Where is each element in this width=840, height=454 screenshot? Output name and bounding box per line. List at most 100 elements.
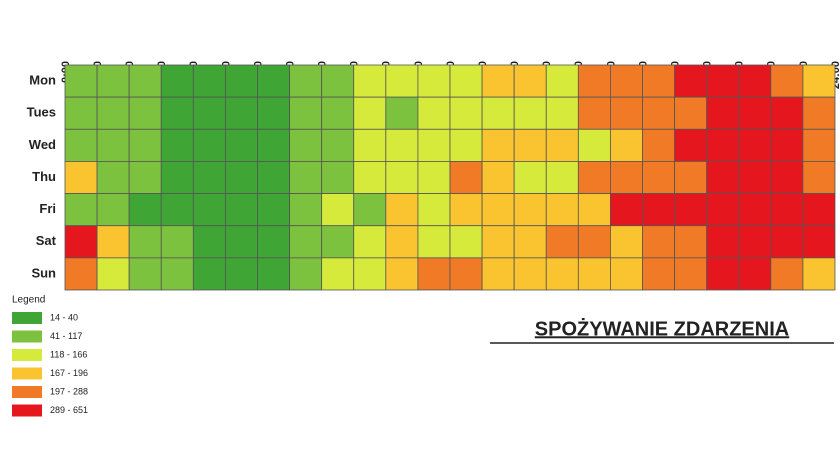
- y-tick-label: Sat: [36, 233, 57, 248]
- heat-cell: [417, 64, 451, 98]
- heat-cell: [738, 193, 772, 227]
- heat-cell: [577, 64, 611, 98]
- heat-cell: [770, 96, 804, 130]
- heat-cell: [128, 161, 162, 194]
- heat-cell: [674, 225, 708, 259]
- heat-cell: [225, 128, 258, 162]
- heat-cell: [192, 64, 226, 98]
- heat-cell: [64, 161, 98, 194]
- legend-label: 167 - 196: [50, 368, 88, 378]
- heat-cell: [802, 128, 836, 162]
- heat-cell: [770, 161, 804, 194]
- heat-cell: [289, 193, 323, 227]
- heat-cell: [225, 96, 258, 130]
- heat-cell: [674, 161, 708, 194]
- heat-cell: [642, 96, 675, 130]
- heat-cell: [513, 193, 547, 227]
- heat-cell: [385, 96, 419, 130]
- heat-cell: [577, 193, 611, 227]
- heat-cell: [513, 257, 547, 291]
- heat-cell: [353, 96, 387, 130]
- heat-cell: [192, 128, 226, 162]
- y-tick-label: Wed: [29, 137, 56, 152]
- heat-cell: [192, 193, 226, 227]
- legend-label: 14 - 40: [50, 312, 78, 322]
- heat-cell: [674, 257, 708, 291]
- heat-cell: [192, 225, 226, 259]
- heat-cell: [738, 225, 772, 259]
- heat-cell: [289, 96, 323, 130]
- y-tick-label: Tues: [27, 105, 56, 120]
- heat-cell: [545, 257, 579, 291]
- heat-cell: [96, 225, 130, 259]
- heat-cell: [353, 64, 387, 98]
- heat-cell: [481, 128, 515, 162]
- heat-cell: [128, 193, 162, 227]
- heat-cell: [802, 64, 836, 98]
- heat-cell: [545, 128, 579, 162]
- heat-cell: [738, 64, 772, 98]
- heat-cell: [706, 128, 740, 162]
- heat-cell: [802, 225, 836, 259]
- heat-cell: [577, 257, 611, 291]
- heat-cell: [481, 257, 515, 291]
- heat-cell: [225, 225, 258, 259]
- heat-cell: [257, 64, 290, 98]
- heat-cell: [545, 161, 579, 194]
- y-tick-label: Sun: [31, 265, 56, 280]
- heat-cell: [321, 161, 355, 194]
- heat-cell: [449, 64, 483, 98]
- heat-cell: [481, 64, 515, 98]
- heat-cell: [353, 193, 387, 227]
- heat-cell: [385, 193, 419, 227]
- legend-swatch: [12, 312, 42, 324]
- heat-cell: [417, 128, 451, 162]
- heat-cell: [513, 225, 547, 259]
- heat-cell: [417, 257, 451, 291]
- heat-cell: [674, 193, 708, 227]
- heat-cell: [449, 257, 483, 291]
- heat-cell: [321, 96, 355, 130]
- heat-cell: [225, 257, 258, 291]
- heat-cell: [160, 128, 194, 162]
- heat-cell: [257, 96, 290, 130]
- heat-cell: [225, 64, 258, 98]
- heat-cell: [449, 161, 483, 194]
- heat-cell: [642, 193, 675, 227]
- heat-cell: [289, 64, 323, 98]
- heat-cell: [577, 96, 611, 130]
- heat-cell: [706, 161, 740, 194]
- heat-cell: [642, 225, 675, 259]
- heat-cell: [449, 193, 483, 227]
- heat-cell: [545, 96, 579, 130]
- heat-cell: [64, 64, 98, 98]
- heat-cell: [449, 96, 483, 130]
- heat-cell: [706, 193, 740, 227]
- heat-cell: [160, 96, 194, 130]
- heat-cell: [257, 225, 290, 259]
- heat-cell: [289, 257, 323, 291]
- heat-cell: [674, 64, 708, 98]
- heat-cell: [321, 225, 355, 259]
- heat-cell: [128, 128, 162, 162]
- heat-cell: [802, 193, 836, 227]
- heat-cell: [513, 128, 547, 162]
- heat-cell: [353, 225, 387, 259]
- heat-cell: [96, 257, 130, 291]
- heat-cell: [257, 161, 290, 194]
- heat-cell: [128, 225, 162, 259]
- heat-cell: [577, 225, 611, 259]
- heat-cell: [706, 257, 740, 291]
- heat-cell: [417, 225, 451, 259]
- heat-cell: [289, 225, 323, 259]
- heat-cell: [481, 96, 515, 130]
- heat-cell: [385, 257, 419, 291]
- heat-cell: [545, 64, 579, 98]
- heat-cell: [610, 64, 643, 98]
- heat-cell: [770, 64, 804, 98]
- heat-cell: [610, 128, 643, 162]
- heat-cell: [738, 128, 772, 162]
- heat-cell: [257, 257, 290, 291]
- heat-cell: [64, 193, 98, 227]
